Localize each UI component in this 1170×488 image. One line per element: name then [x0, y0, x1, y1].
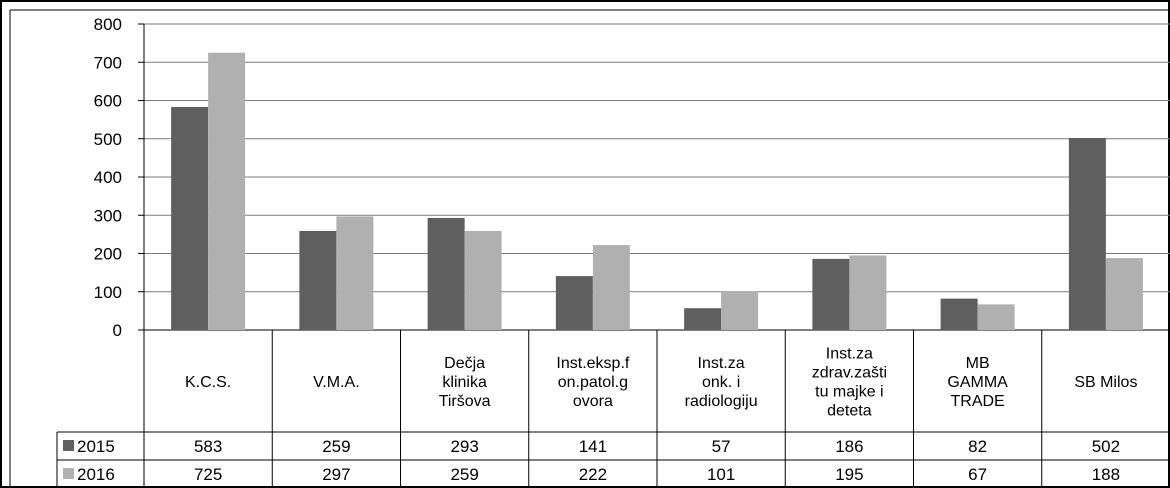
category-label: K.C.S.: [185, 374, 231, 391]
bar-2015-4: [684, 308, 722, 330]
category-label-line: Inst.eksp.f: [556, 355, 629, 372]
bar-2015-6: [940, 298, 978, 330]
category-label-line: Inst.za: [826, 346, 873, 363]
category-label-line: klinika: [442, 374, 487, 391]
data-label-2016-0: 725: [194, 465, 222, 484]
y-tick-label: 700: [94, 53, 122, 72]
bar-2016-2: [464, 230, 502, 330]
data-label-2015-2: 293: [450, 437, 478, 456]
bar-2015-0: [171, 107, 209, 330]
category-label-line: Dečja: [444, 355, 485, 372]
data-label-2015-5: 186: [835, 437, 863, 456]
data-label-2016-1: 297: [322, 465, 350, 484]
category-label-line: Inst.za: [698, 355, 745, 372]
bar-2016-0: [208, 52, 246, 330]
data-label-2015-0: 583: [194, 437, 222, 456]
data-label-2016-4: 101: [707, 465, 735, 484]
bar-2015-3: [555, 276, 593, 330]
y-tick-label: 100: [94, 283, 122, 302]
bar-2015-7: [1068, 137, 1106, 330]
bar-2016-3: [592, 245, 630, 330]
data-label-2015-4: 57: [712, 437, 731, 456]
category-label: Inst.za zdrav.zašti tu majke i deteta: [812, 346, 887, 420]
category-label-line: SB Milos: [1074, 374, 1137, 391]
category-label: SB Milos: [1074, 374, 1137, 391]
category-label-line: onk. i: [702, 374, 740, 391]
bar-2015-5: [812, 258, 850, 330]
data-label-2015-1: 259: [322, 437, 350, 456]
data-label-2016-7: 188: [1092, 465, 1120, 484]
category-label-line: ovora: [573, 393, 613, 410]
bar-2016-6: [977, 304, 1015, 330]
legend-swatch-2015: [63, 440, 74, 451]
category-label: Inst.eksp.f on.patol.g ovora: [556, 355, 629, 410]
legend-swatch-2016: [63, 468, 74, 479]
legend-label-2015: 2015: [77, 437, 115, 456]
data-label-2015-3: 141: [579, 437, 607, 456]
y-tick-label: 0: [113, 321, 122, 340]
bar-2016-1: [336, 216, 374, 330]
data-label-2016-3: 222: [579, 465, 607, 484]
bar-2016-7: [1105, 258, 1143, 330]
y-tick-label: 300: [94, 206, 122, 225]
category-label-line: radiologiju: [685, 393, 758, 410]
data-label-2016-5: 195: [835, 465, 863, 484]
category-label-line: on.patol.g: [558, 374, 628, 391]
bar-2015-1: [299, 230, 337, 330]
category-label-line: deteta: [827, 403, 872, 420]
category-label-line: GAMMA: [947, 374, 1008, 391]
bar-2015-2: [427, 217, 465, 330]
category-label-line: V.M.A.: [313, 374, 360, 391]
y-tick-label: 600: [94, 92, 122, 111]
category-label-line: Tiršova: [439, 393, 491, 410]
category-label-line: zdrav.zašti: [812, 365, 887, 382]
y-tick-label: 400: [94, 168, 122, 187]
data-label-2015-7: 502: [1092, 437, 1120, 456]
y-tick-label: 200: [94, 245, 122, 264]
bar-2016-5: [849, 255, 887, 330]
bar-2016-4: [721, 291, 759, 330]
y-tick-label: 800: [94, 15, 122, 34]
category-label-line: TRADE: [951, 393, 1005, 410]
category-label: Inst.za onk. i radiologiju: [685, 355, 758, 410]
category-label: MB GAMMA TRADE: [947, 355, 1008, 410]
data-label-2015-6: 82: [968, 437, 987, 456]
data-label-2016-6: 67: [968, 465, 987, 484]
y-tick-label: 500: [94, 130, 122, 149]
category-label-line: K.C.S.: [185, 374, 231, 391]
legend-label-2016: 2016: [77, 465, 115, 484]
category-label: Dečja klinika Tiršova: [439, 355, 491, 410]
data-label-2016-2: 259: [450, 465, 478, 484]
category-label-line: tu majke i: [815, 384, 883, 401]
category-label: V.M.A.: [313, 374, 360, 391]
category-label-line: MB: [966, 355, 990, 372]
